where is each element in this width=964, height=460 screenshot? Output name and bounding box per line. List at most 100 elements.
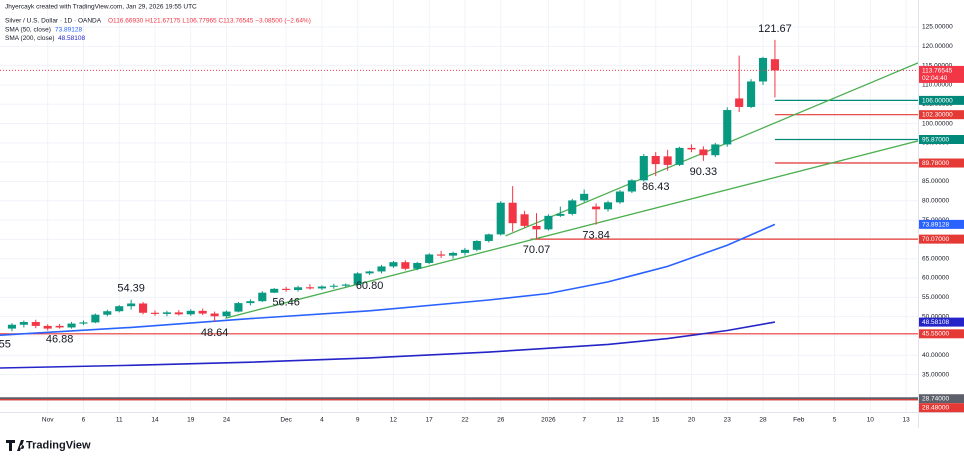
candle-body bbox=[317, 286, 326, 289]
y-tick-label: 100.00000 bbox=[922, 120, 953, 127]
candle-body bbox=[91, 314, 100, 323]
candle-body bbox=[305, 287, 315, 289]
candle-body bbox=[282, 288, 291, 290]
price-tag bbox=[919, 234, 964, 244]
x-tick-label: 15 bbox=[652, 417, 660, 424]
x-tick-label: 12 bbox=[390, 417, 398, 424]
ohlc-legend: O116.66930 H121.67175 L106.77965 C113.76… bbox=[108, 18, 311, 25]
x-tick-label: 12 bbox=[616, 417, 624, 424]
countdown: 02:04:40 bbox=[922, 75, 948, 82]
x-tick-label: 14 bbox=[151, 417, 159, 424]
annotation: 70.07 bbox=[523, 244, 551, 256]
grid-layer bbox=[0, 0, 918, 412]
legend-value: 73.89128 bbox=[55, 27, 82, 34]
moving-average bbox=[0, 321, 776, 369]
candle-body bbox=[735, 98, 744, 107]
candle-body bbox=[508, 202, 517, 224]
candle-body bbox=[437, 254, 446, 256]
price-tag-label: 113.76545 bbox=[922, 67, 953, 74]
candle-body bbox=[329, 285, 338, 287]
candle-body bbox=[699, 149, 708, 156]
candle-body bbox=[150, 312, 160, 314]
x-tick-label: 5 bbox=[833, 417, 837, 424]
moving-average bbox=[0, 223, 776, 336]
price-tag bbox=[919, 394, 964, 404]
candle-body bbox=[484, 234, 493, 241]
price-tag bbox=[919, 135, 964, 145]
price-tag bbox=[919, 95, 964, 105]
annotation: 48.64 bbox=[201, 327, 229, 339]
price-tag bbox=[919, 317, 964, 327]
x-tick-label: 13 bbox=[902, 417, 910, 424]
price-tag-label: 102.30000 bbox=[922, 112, 953, 119]
y-tick-label: 85.00000 bbox=[922, 178, 949, 185]
price-tag-label: 106.00000 bbox=[922, 97, 953, 104]
trendline bbox=[225, 140, 918, 319]
y-tick-label: 110.00000 bbox=[922, 82, 953, 89]
legend-name: SMA (200, close) bbox=[5, 35, 55, 42]
price-tag-label: 28.74000 bbox=[922, 396, 949, 403]
symbol: Silver / U.S. Dollar · 1D · OANDA bbox=[5, 18, 102, 25]
candle-body bbox=[758, 57, 768, 82]
x-tick-label: 4 bbox=[320, 417, 324, 424]
y-tick-label: 125.00000 bbox=[922, 24, 953, 31]
x-tick-label: Dec bbox=[280, 417, 292, 424]
price-tag bbox=[919, 65, 964, 83]
author-line: Jhyercayk created with TradingView.com, … bbox=[5, 4, 197, 11]
price-tag bbox=[919, 403, 964, 413]
annotation: 121.67 bbox=[758, 23, 792, 35]
candle-body bbox=[460, 249, 470, 253]
candle-body bbox=[592, 206, 601, 210]
price-tag-label: 89.78000 bbox=[922, 160, 949, 167]
candle-body bbox=[747, 81, 756, 107]
candle-body bbox=[162, 312, 171, 314]
price-tag-label: 45.55000 bbox=[922, 331, 949, 338]
x-tick-label: 28 bbox=[759, 417, 767, 424]
candle-body bbox=[234, 303, 243, 312]
candle-body bbox=[544, 215, 553, 230]
candle-body bbox=[198, 310, 207, 314]
y-tick-label: 35.00000 bbox=[922, 371, 949, 378]
candle-body bbox=[627, 180, 636, 192]
annotation: 54.39 bbox=[117, 283, 145, 295]
candle-body bbox=[651, 155, 660, 165]
candle-body bbox=[103, 311, 112, 315]
x-tick-label: Nov bbox=[42, 417, 54, 424]
candle-body bbox=[425, 254, 434, 263]
x-tick-label: 6 bbox=[82, 417, 86, 424]
candle-body bbox=[353, 273, 362, 285]
price-tag bbox=[919, 329, 964, 339]
annotation: 46.88 bbox=[46, 334, 74, 346]
candle-body bbox=[174, 312, 183, 315]
candle-body bbox=[615, 191, 625, 203]
y-tick-label: 120.00000 bbox=[922, 43, 953, 50]
candle-body bbox=[448, 252, 458, 256]
candle-body bbox=[293, 287, 303, 290]
legend-name: SMA (50, close) bbox=[5, 27, 51, 34]
x-tick-label: 26 bbox=[497, 417, 505, 424]
price-tag bbox=[919, 158, 964, 168]
brand: TradingView bbox=[6, 439, 91, 451]
axes: 35.0000040.0000045.0000050.0000055.00000… bbox=[42, 24, 964, 424]
x-tick-label: 11 bbox=[116, 417, 123, 424]
legend-value: 48.58108 bbox=[58, 35, 85, 42]
x-tick-label: Feb bbox=[793, 417, 805, 424]
x-tick-label: 19 bbox=[187, 417, 195, 424]
candle-body bbox=[520, 214, 529, 226]
candle-body bbox=[401, 262, 410, 269]
annotation: 73.84 bbox=[582, 229, 610, 241]
candle-body bbox=[389, 262, 398, 267]
candle-body bbox=[687, 147, 696, 150]
plot-area: 55 46.88 54.39 48.64 56.46 60.80 70.07 73.84 86.… bbox=[0, 23, 918, 401]
annotation: 55 bbox=[0, 339, 11, 351]
x-tick-label: 17 bbox=[426, 417, 434, 424]
candle-body bbox=[532, 225, 541, 230]
candle-body bbox=[675, 147, 684, 165]
x-tick-label: 23 bbox=[724, 417, 732, 424]
annotation: 60.80 bbox=[356, 280, 384, 292]
price-tag-label: 28.48000 bbox=[922, 405, 949, 412]
annotation: 56.46 bbox=[272, 297, 300, 309]
candle-body bbox=[31, 322, 40, 326]
x-tick-label: 2026 bbox=[541, 417, 556, 424]
